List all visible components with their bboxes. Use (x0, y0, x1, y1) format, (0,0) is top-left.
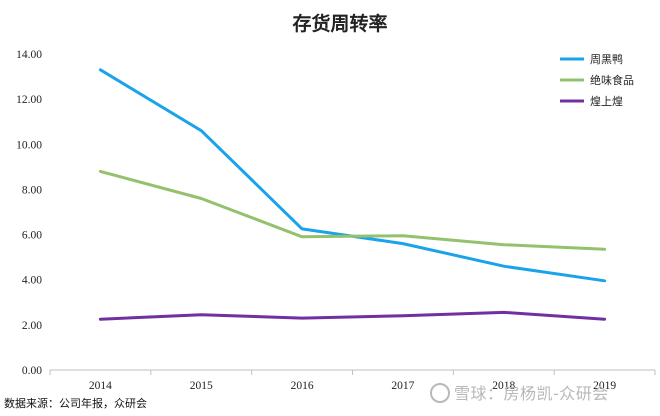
data-source-note: 数据来源：公司年报，众研会 (4, 397, 147, 410)
series-line-0 (98, 68, 607, 283)
snowball-logo-icon (430, 383, 450, 403)
y-tick-label: 8.00 (22, 184, 42, 196)
x-tick-label: 2017 (391, 380, 414, 392)
y-tick-label: 14.00 (16, 49, 42, 61)
chart-title: 存货周转率 (292, 12, 387, 35)
watermark: 雪球：房杨凯-众研会 (430, 380, 609, 404)
x-tick-label: 2016 (291, 380, 314, 392)
y-tick-label: 6.00 (22, 230, 42, 242)
series-lines (98, 68, 607, 321)
x-tick-label: 2018 (492, 380, 515, 392)
y-tick-label: 12.00 (16, 94, 42, 106)
x-axis: 2014 2015 2016 2017 2018 2019 (49, 369, 656, 392)
series-line-1 (98, 169, 607, 251)
watermark-text: 雪球：房杨凯-众研会 (454, 384, 609, 403)
y-tick-label: 10.00 (16, 139, 42, 151)
y-tick-label: 0.00 (22, 365, 42, 377)
x-tick-label: 2019 (593, 380, 616, 392)
y-tick-label: 2.00 (22, 320, 42, 332)
series-line-2 (98, 310, 607, 321)
legend-label: 煌上煌 (590, 95, 623, 108)
y-axis: 0.00 2.00 4.00 6.00 8.00 10.00 12.00 14.00 (16, 49, 42, 377)
y-tick-label: 4.00 (22, 275, 42, 287)
legend-label: 周黑鸭 (590, 53, 623, 66)
x-tick-label: 2015 (190, 380, 213, 392)
legend-label: 绝味食品 (590, 73, 634, 87)
x-tick-label: 2014 (89, 380, 112, 392)
